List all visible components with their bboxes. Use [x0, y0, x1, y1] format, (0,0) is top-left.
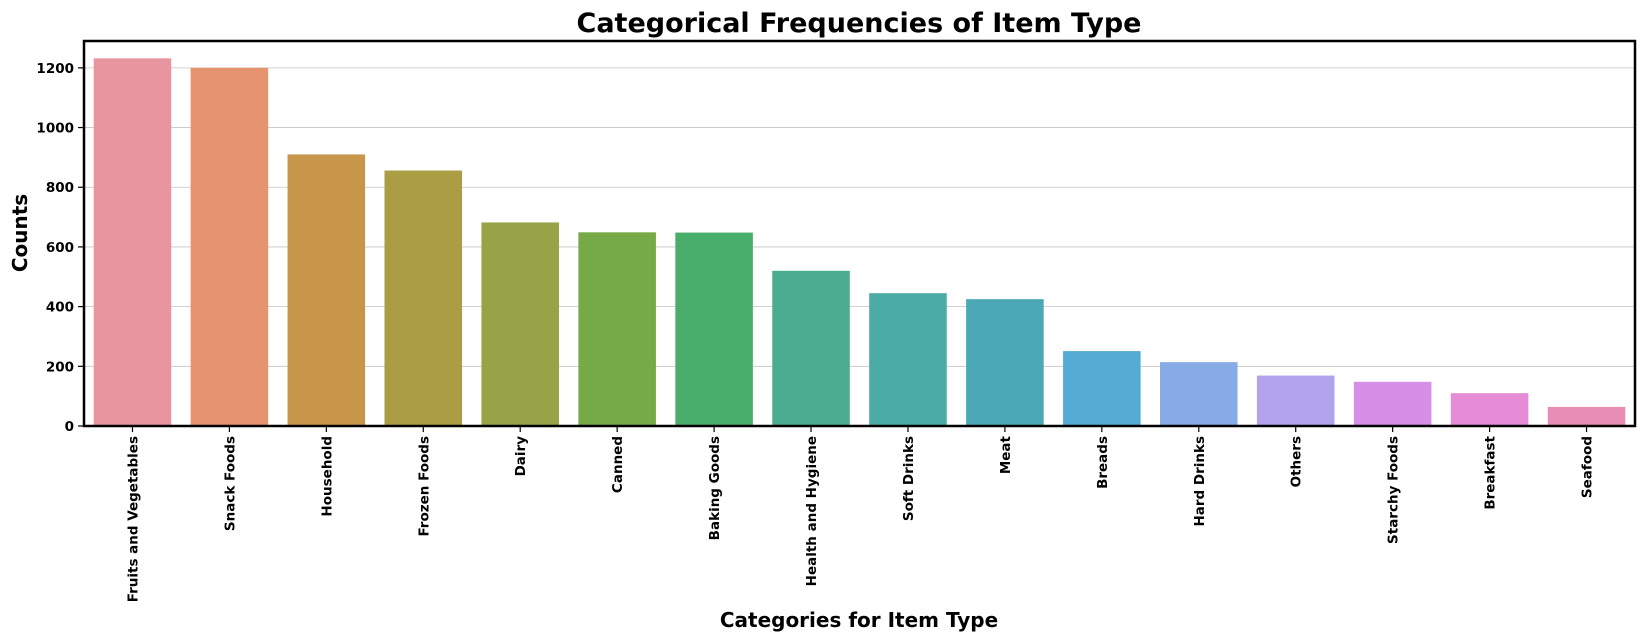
bar: [1256, 375, 1335, 426]
x-tick-label: Breads: [1095, 436, 1111, 489]
y-tick-label: 200: [46, 359, 74, 375]
y-tick-label: 0: [65, 419, 74, 435]
bar: [1450, 393, 1529, 426]
x-tick-label: Canned: [610, 436, 626, 493]
bar: [384, 170, 463, 426]
bar: [1353, 381, 1432, 426]
bars: [93, 58, 1626, 426]
x-tick-label: Frozen Foods: [416, 436, 432, 537]
bar: [578, 232, 656, 426]
bar: [675, 232, 753, 426]
x-tick-label: Baking Goods: [707, 436, 723, 540]
x-tick-label: Seafood: [1580, 436, 1596, 498]
bar: [772, 270, 850, 426]
bar: [869, 293, 947, 426]
bar: [93, 58, 172, 426]
y-tick-label: 1000: [36, 121, 74, 137]
bar: [1063, 351, 1141, 426]
bar: [287, 154, 366, 426]
plot-frame: [82, 39, 1637, 428]
bar: [1160, 362, 1238, 426]
x-tick-label: Others: [1289, 436, 1305, 487]
chart-title: Categorical Frequencies of Item Type: [577, 8, 1142, 39]
bar: [1547, 406, 1626, 426]
x-tick-label: Hard Drinks: [1192, 436, 1208, 527]
y-tick-label: 400: [46, 300, 74, 316]
y-tick-label: 800: [46, 180, 74, 196]
x-tick-label: Dairy: [513, 436, 529, 477]
x-tick-label: Health and Hygiene: [804, 436, 820, 586]
x-tick-label: Fruits and Vegetables: [125, 436, 141, 602]
x-tick-label: Breakfast: [1483, 435, 1499, 509]
x-tick-label: Soft Drinks: [901, 436, 917, 521]
x-axis: Fruits and Vegetables Snack Foods Househol…: [125, 426, 1596, 602]
x-tick-label: Meat: [998, 435, 1014, 474]
x-tick-label: Household: [319, 436, 335, 517]
bar: [190, 67, 269, 426]
y-axis-label: Counts: [8, 194, 32, 272]
x-tick-label: Starchy Foods: [1386, 436, 1402, 544]
x-tick-label: Snack Foods: [222, 436, 238, 531]
y-tick-label: 600: [46, 240, 74, 256]
x-axis-label: Categories for Item Type: [720, 608, 998, 632]
y-axis: 0 200 400 600 800 1000 1200: [36, 61, 84, 435]
bar: [481, 222, 559, 426]
bar: [966, 299, 1044, 426]
y-tick-label: 1200: [36, 61, 74, 77]
